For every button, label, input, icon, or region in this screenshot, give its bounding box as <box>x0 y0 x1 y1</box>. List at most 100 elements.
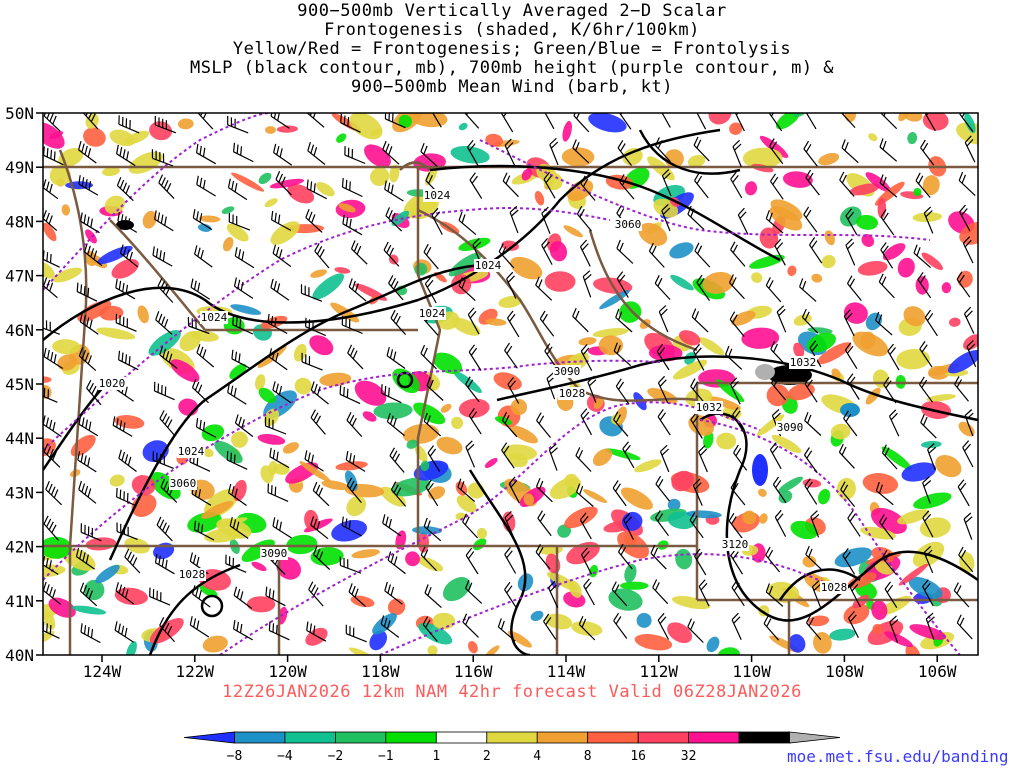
shade-cell <box>620 581 649 590</box>
wind-barb <box>535 544 551 570</box>
title-line-1: 900−500mb Vertically Averaged 2−D Scalar <box>297 1 727 21</box>
shade-cell <box>671 470 694 492</box>
shade-cell <box>852 331 889 357</box>
wind-barb <box>843 410 858 437</box>
wind-barb <box>579 512 592 540</box>
wind-barb <box>115 313 137 332</box>
wind-barb <box>548 443 558 471</box>
wind-barb <box>881 549 897 576</box>
svg-text:3090: 3090 <box>554 365 581 378</box>
legend-tick-label: 8 <box>584 749 592 764</box>
wind-barb <box>380 615 400 638</box>
shade-cell <box>57 354 78 371</box>
shade-cell <box>49 130 64 140</box>
wind-barb <box>312 481 330 507</box>
shade-cell <box>907 132 918 145</box>
wind-barb <box>799 278 817 302</box>
lat-label: 46N <box>5 321 34 340</box>
wind-barb <box>731 612 742 640</box>
shade-cell <box>687 154 706 168</box>
shade-cell <box>354 380 387 406</box>
lon-label: 106W <box>918 662 957 681</box>
legend-swatch <box>738 731 790 744</box>
wind-barb <box>192 585 211 608</box>
shade-cell <box>485 133 503 147</box>
shade-cell <box>865 387 881 405</box>
wind-barb <box>348 583 366 607</box>
wind-barb <box>347 344 364 370</box>
shade-cell <box>510 256 543 280</box>
shade-cell <box>717 647 740 655</box>
height-label: 3090 <box>260 547 288 560</box>
shade-cell <box>544 271 576 292</box>
shade-cell <box>455 512 466 521</box>
wind-barb <box>43 113 61 132</box>
wind-barb <box>689 512 704 539</box>
wind-barb <box>844 342 858 370</box>
wind-barb <box>572 307 589 333</box>
wind-barb <box>275 170 292 196</box>
shade-cell <box>903 113 923 122</box>
shade-cell <box>373 402 413 420</box>
wind-barb <box>116 522 138 540</box>
shade-cell <box>493 372 522 391</box>
wind-barb <box>879 138 898 162</box>
shade-cell <box>198 215 221 223</box>
wind-barb <box>845 208 858 236</box>
shade-cell <box>485 318 507 326</box>
wind-barb <box>264 416 287 435</box>
source-link[interactable]: moe.met.fsu.edu/banding <box>787 747 1009 766</box>
shade-cell <box>286 534 318 555</box>
shade-cell <box>947 349 978 374</box>
wind-barb <box>350 240 368 265</box>
shade-cell <box>501 240 519 251</box>
wind-barb <box>345 451 366 472</box>
wind-barb <box>612 480 627 507</box>
shade-cell <box>957 270 973 288</box>
wind-barb <box>578 615 596 641</box>
shade-cell <box>564 506 598 529</box>
wind-barb <box>425 479 439 507</box>
shade-cell <box>338 203 356 213</box>
mslp-label: 1024 <box>423 189 451 202</box>
shade-cell <box>731 310 756 326</box>
shade-cell <box>43 222 57 242</box>
wind-barb <box>576 205 592 232</box>
shade-cell <box>201 424 225 442</box>
shade-cell <box>941 282 952 294</box>
wind-barb <box>842 548 856 575</box>
legend-tick-label: 32 <box>681 749 697 764</box>
shade-cell <box>398 114 413 128</box>
height-label: 3090 <box>776 421 804 434</box>
wind-barb <box>79 582 98 607</box>
shade-cell <box>484 458 498 468</box>
wind-barb <box>43 415 62 437</box>
wind-barb <box>730 479 746 506</box>
shade-cell <box>563 225 583 238</box>
shade-cell <box>388 254 399 265</box>
wind-barb <box>616 239 634 264</box>
wind-barb <box>696 274 710 301</box>
wind-barb <box>652 579 669 605</box>
shade-cell <box>402 423 439 444</box>
wind-barb <box>841 139 859 164</box>
shade-cell <box>562 120 572 142</box>
wind-barb <box>384 180 404 202</box>
shade-cell <box>716 432 737 450</box>
wind-barb <box>541 206 551 234</box>
shade-cell <box>871 600 888 620</box>
svg-text:1028: 1028 <box>559 387 586 400</box>
shade-cell <box>667 511 697 530</box>
wind-barbs <box>43 113 977 644</box>
shade-cell <box>926 394 956 402</box>
wind-barb <box>733 444 748 471</box>
wind-barb <box>382 514 402 537</box>
wind-barb <box>661 168 672 197</box>
shade-cell <box>706 396 742 410</box>
shade-cell <box>49 165 71 186</box>
wind-barb <box>954 376 969 402</box>
shade-cell <box>331 520 368 542</box>
svg-text:1024: 1024 <box>178 445 205 458</box>
wind-barb <box>927 443 937 471</box>
wind-barb <box>501 412 518 438</box>
